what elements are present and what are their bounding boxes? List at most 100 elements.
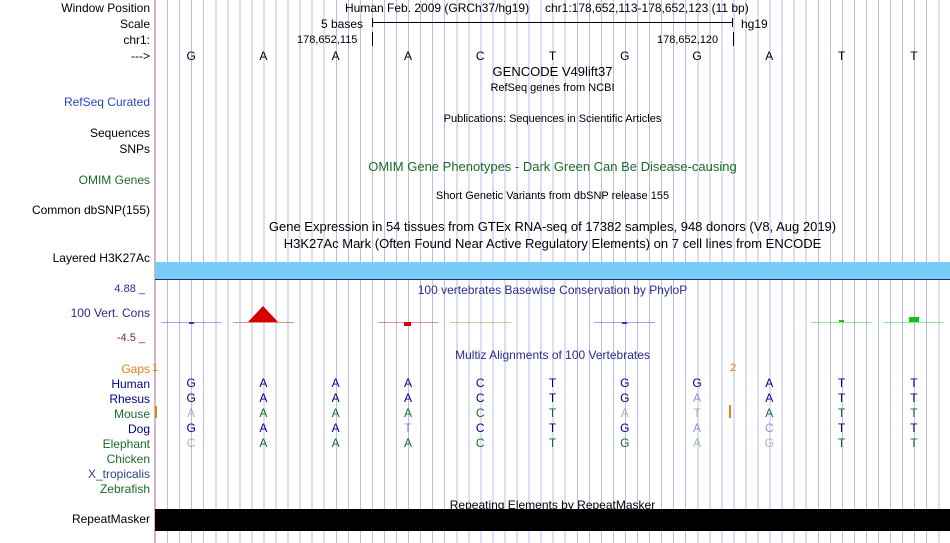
multiz-base: C [186,436,196,450]
ruler-base: A [331,49,340,63]
multiz-base: T [548,376,557,390]
multiz-base: T [910,391,918,405]
ruler-base: A [259,49,268,63]
track-title-h3k27ac: H3K27Ac Mark (Often Found Near Active Re… [283,236,822,251]
multiz-species-label-elephant[interactable]: Elephant [102,437,150,451]
label-window-position: Window Position [61,1,150,15]
multiz-base: T [548,391,557,405]
multiz-base: A [765,406,774,420]
label-refseq-curated[interactable]: RefSeq Curated [63,95,150,109]
multiz-base: A [331,391,340,405]
track-title-phylop: 100 vertebrates Basewise Conservation by… [417,283,688,297]
multiz-base: C [475,421,485,435]
track-title-refseq-ncbi: RefSeq genes from NCBI [490,82,615,94]
conservation-baseline-segment [811,322,872,323]
ruler-tick-mark-2 [733,32,734,46]
multiz-base: T [548,406,557,420]
conservation-bar [622,322,628,324]
multiz-base: T [910,436,918,450]
multiz-gap-tick [155,406,157,418]
multiz-base: G [692,376,702,390]
h3k27ac-signal-bar [155,262,950,279]
multiz-base: T [910,421,918,435]
multiz-base: G [186,391,196,405]
multiz-base: A [259,436,268,450]
multiz-base: A [259,391,268,405]
conservation-baseline-segment [233,322,294,323]
multiz-base: T [548,436,557,450]
multiz-base: G [620,391,630,405]
label-scale: Scale [119,17,150,31]
ruler-tick-label-2: 178,652,120 [657,34,719,46]
multiz-base: C [475,406,485,420]
multiz-species-label-x_tropicalis[interactable]: X_tropicalis [87,467,150,481]
conservation-bar [404,322,412,326]
multiz-base: C [764,421,774,435]
track-title-repeatmasker: Repeating Elements by RepeatMasker [449,498,656,512]
multiz-base: G [764,436,774,450]
label-snps[interactable]: SNPs [119,142,150,156]
scale-bar [372,18,733,27]
ruler-base: T [837,49,846,63]
multiz-species-label-chicken[interactable]: Chicken [106,452,150,466]
track-title-gtex: Gene Expression in 54 tissues from GTEx … [268,219,837,234]
track-title-gencode: GENCODE V49lift37 [492,64,613,79]
multiz-base: T [837,376,846,390]
label-repeatmasker[interactable]: RepeatMasker [71,512,150,526]
label-layered-h3k27ac[interactable]: Layered H3K27Ac [52,251,150,265]
ruler-base: G [620,49,630,63]
multiz-base: A [403,436,412,450]
conservation-baseline-segment [883,322,945,323]
multiz-insert-bar [729,405,732,418]
assembly-label: Human Feb. 2009 (GRCh37/hg19) [345,1,530,15]
ruler-tick-label-1: 178,652,115 [297,34,358,46]
ruler-base: G [692,49,702,63]
multiz-base: A [693,421,702,435]
multiz-base: A [620,406,629,420]
multiz-base: T [548,421,557,435]
multiz-species-label-dog[interactable]: Dog [127,422,150,436]
cons-min-label: -4.5 _ [116,332,145,344]
track-title-dbsnp: Short Genetic Variants from dbSNP releas… [435,190,670,202]
multiz-base: A [765,376,774,390]
multiz-base: A [187,406,196,420]
multiz-base: A [693,391,702,405]
label-omim-genes[interactable]: OMIM Genes [78,173,150,187]
label-gaps: Gaps [121,362,150,376]
multiz-species-label-rhesus[interactable]: Rhesus [109,392,150,406]
multiz-base: T [693,406,701,420]
multiz-base: A [259,421,268,435]
multiz-base: G [186,421,196,435]
multiz-base: A [403,391,412,405]
ruler-base: C [475,49,485,63]
multiz-species-label-zebrafish[interactable]: Zebrafish [99,482,150,496]
multiz-base: G [186,376,196,390]
conservation-bar [188,322,194,324]
h3k27ac-baseline [155,279,950,280]
multiz-base: C [475,391,485,405]
label-common-dbsnp[interactable]: Common dbSNP(155) [31,203,150,217]
label-100-vert-cons[interactable]: 100 Vert. Cons [70,306,150,320]
ruler-base: T [910,49,918,63]
ruler-base: T [548,49,557,63]
label-strand-arrow: ---> [131,49,150,63]
label-sequences[interactable]: Sequences [89,126,150,140]
multiz-base: A [331,421,340,435]
label-chrom: chr1: [123,33,150,47]
multiz-species-label-mouse[interactable]: Mouse [113,407,150,421]
multiz-species-label-human[interactable]: Human [111,377,150,391]
multiz-base: A [403,406,412,420]
multiz-base: G [620,421,630,435]
multiz-base: A [259,376,268,390]
track-title-multiz: Multiz Alignments of 100 Vertebrates [455,348,650,362]
multiz-base: A [331,436,340,450]
multiz-base: T [837,421,846,435]
conservation-bar [909,317,919,322]
repeatmasker-repeat-bar [155,509,950,531]
conservation-bar [839,320,845,323]
assembly-short-label: hg19 [741,17,768,31]
multiz-base: G [620,376,630,390]
multiz-base: T [404,421,412,435]
multiz-base: A [693,436,702,450]
